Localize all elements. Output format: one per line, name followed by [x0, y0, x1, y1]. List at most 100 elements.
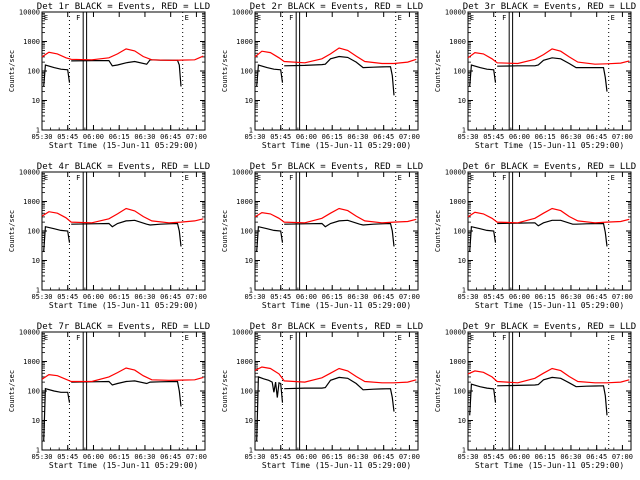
y-tick-label: 1000: [236, 358, 253, 366]
y-tick-label: 1: [36, 127, 40, 135]
events-series-line-seg2: [284, 55, 395, 96]
x-tick-label: 05:45: [57, 453, 78, 461]
events-series-line-seg2: [284, 219, 395, 247]
flag-e-label: E: [257, 14, 261, 22]
y-tick-label: 1: [249, 447, 253, 455]
events-series-line-seg1: [43, 225, 71, 252]
chart-title: Det 8r BLACK = Events, RED = LLD: [250, 322, 423, 332]
y-axis-label: Counts/sec: [8, 370, 16, 412]
y-tick-label: 10: [245, 97, 253, 105]
y-tick-label: 10000: [232, 329, 253, 337]
x-tick-label: 06:30: [134, 453, 155, 461]
x-tick-label: 06:15: [109, 133, 130, 141]
x-tick-label: 06:30: [347, 293, 368, 301]
x-tick-label: 07:00: [399, 293, 420, 301]
y-tick-label: 10: [32, 417, 40, 425]
y-tick-label: 10: [32, 97, 40, 105]
y-tick-label: 1000: [236, 198, 253, 206]
x-tick-label: 06:00: [509, 133, 530, 141]
x-tick-label: 07:00: [612, 453, 633, 461]
x-axis-label: Start Time (15-Jun-11 05:29:00): [475, 141, 624, 150]
y-tick-label: 10: [32, 257, 40, 265]
x-tick-label: 05:30: [244, 133, 265, 141]
x-tick-label: 06:15: [535, 133, 556, 141]
events-series-line-seg1: [256, 376, 284, 442]
x-tick-label: 06:15: [109, 453, 130, 461]
chart-panel-2: Det 2r BLACK = Events, RED = LLD 1 10 100 10…: [221, 2, 423, 150]
x-tick-label: 05:30: [457, 453, 478, 461]
y-axis-label: Counts/sec: [434, 370, 442, 412]
x-tick-label: 06:15: [322, 453, 343, 461]
x-tick-label: 06:45: [160, 293, 181, 301]
x-tick-label: 06:15: [535, 453, 556, 461]
x-tick-label: 06:00: [83, 133, 104, 141]
x-tick-label: 06:00: [296, 133, 317, 141]
events-series-line-seg2: [284, 376, 395, 412]
y-tick-label: 10000: [19, 169, 40, 177]
x-tick-label: 06:00: [509, 453, 530, 461]
y-tick-label: 100: [240, 388, 253, 396]
chart-title: Det 5r BLACK = Events, RED = LLD: [250, 162, 423, 172]
y-tick-label: 100: [453, 68, 466, 76]
x-tick-label: 07:00: [186, 453, 207, 461]
plot-frame: [41, 331, 206, 451]
y-axis-label: Counts/sec: [221, 370, 229, 412]
flag-e-label: E: [470, 14, 474, 22]
events-series-line-seg2: [71, 59, 182, 87]
x-tick-label: 06:00: [83, 293, 104, 301]
x-tick-label: 06:45: [160, 453, 181, 461]
x-tick-label: 06:45: [160, 133, 181, 141]
x-tick-label: 06:15: [322, 293, 343, 301]
x-axis-label: Start Time (15-Jun-11 05:29:00): [49, 301, 198, 310]
events-series-line-seg1: [469, 64, 497, 87]
chart-panel-8: Det 8r BLACK = Events, RED = LLD 1 10 100 10…: [221, 322, 423, 470]
y-tick-label: 1000: [23, 198, 40, 206]
events-series-line-seg2: [71, 380, 182, 407]
y-tick-label: 1: [462, 287, 466, 295]
x-tick-label: 05:45: [57, 293, 78, 301]
flag-e-label: E: [398, 14, 402, 22]
y-tick-label: 1000: [23, 38, 40, 46]
chart-panel-3: Det 3r BLACK = Events, RED = LLD 1 10 100 10…: [434, 2, 636, 150]
x-tick-label: 05:30: [457, 293, 478, 301]
lld-series-line: [467, 207, 630, 224]
x-tick-label: 06:45: [373, 453, 394, 461]
x-axis-label: Start Time (15-Jun-11 05:29:00): [49, 141, 198, 150]
x-tick-label: 06:30: [560, 293, 581, 301]
x-tick-label: 06:30: [347, 133, 368, 141]
x-tick-label: 06:45: [586, 133, 607, 141]
lld-series-line: [254, 366, 417, 384]
x-axis-label: Start Time (15-Jun-11 05:29:00): [262, 301, 411, 310]
chart-title: Det 1r BLACK = Events, RED = LLD: [37, 2, 210, 12]
flag-e-label: E: [398, 334, 402, 342]
flag-e-label: E: [611, 334, 615, 342]
x-axis-label: Start Time (15-Jun-11 05:29:00): [49, 461, 198, 470]
flag-f-label: F: [502, 334, 506, 342]
flag-e-label: E: [470, 174, 474, 182]
chart-title: Det 4r BLACK = Events, RED = LLD: [37, 162, 210, 172]
y-tick-label: 1: [249, 287, 253, 295]
x-tick-label: 06:15: [322, 133, 343, 141]
plot-frame: [467, 331, 632, 451]
chart-panel-1: Det 1r BLACK = Events, RED = LLD 1 10 100 10…: [8, 2, 210, 150]
flag-e-label: E: [470, 334, 474, 342]
flag-e-label: E: [257, 174, 261, 182]
flag-e-label: E: [44, 334, 48, 342]
flag-f-label: F: [289, 174, 293, 182]
chart-panel-4: Det 4r BLACK = Events, RED = LLD 1 10 100 10…: [8, 162, 210, 310]
events-series-line-seg1: [256, 64, 284, 87]
events-series-line-seg1: [256, 225, 284, 252]
x-tick-label: 05:45: [483, 133, 504, 141]
lld-series-line: [254, 207, 417, 224]
y-axis-label: Counts/sec: [221, 210, 229, 252]
x-tick-label: 05:45: [483, 293, 504, 301]
flag-e-label: E: [44, 14, 48, 22]
flag-e-label: E: [44, 174, 48, 182]
y-tick-label: 10000: [445, 9, 466, 17]
chart-panel-9: Det 9r BLACK = Events, RED = LLD 1 10 100 10…: [434, 322, 636, 470]
y-tick-label: 10: [458, 417, 466, 425]
events-series-line-seg1: [43, 387, 71, 442]
y-tick-label: 1000: [449, 38, 466, 46]
y-tick-label: 10000: [19, 329, 40, 337]
